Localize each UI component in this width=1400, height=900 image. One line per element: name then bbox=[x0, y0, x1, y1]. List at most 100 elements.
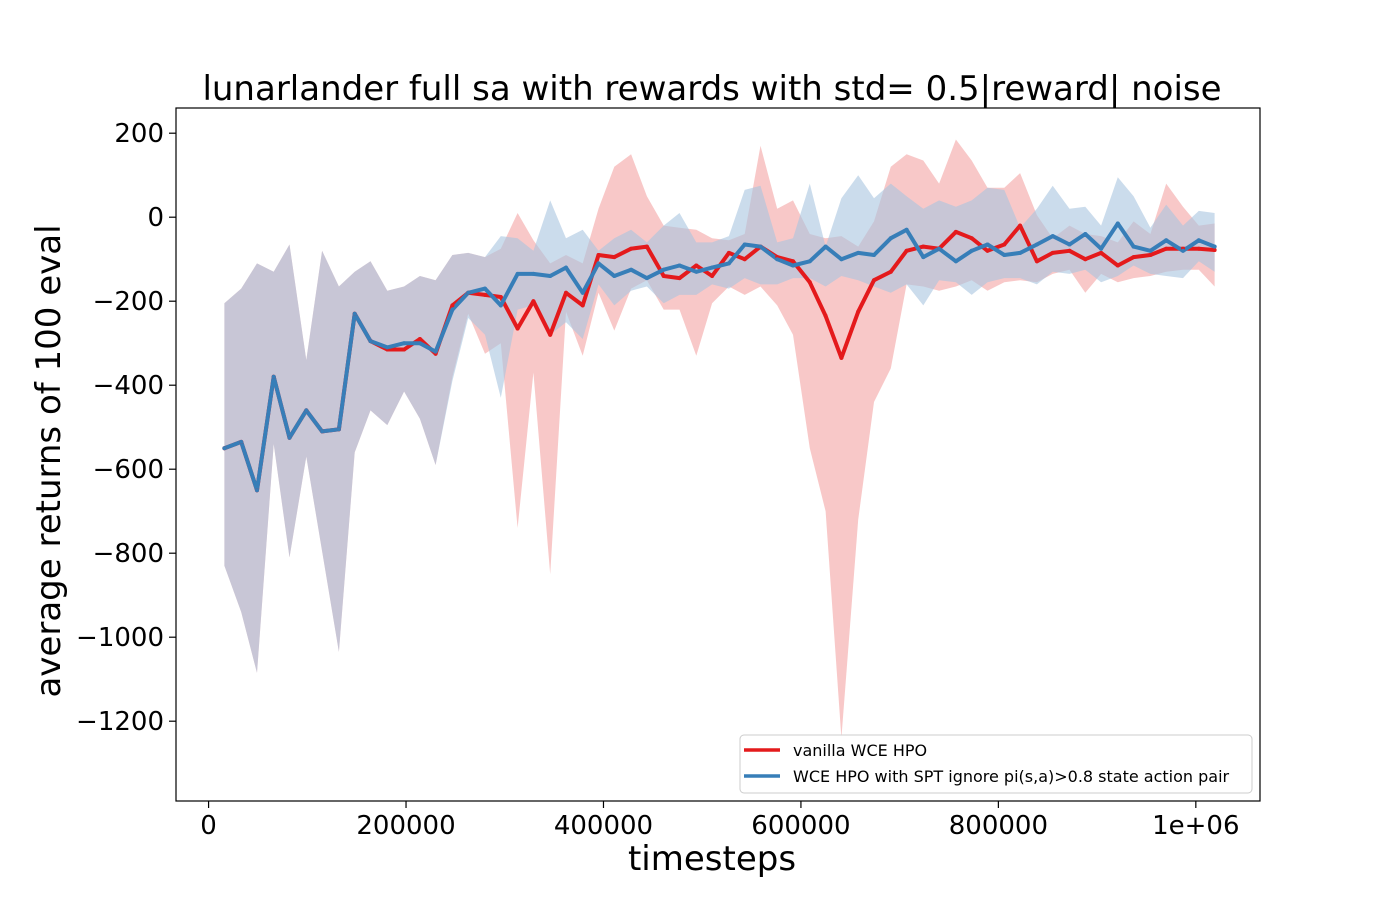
point-series-0-24 bbox=[612, 255, 617, 260]
confidence-bands bbox=[224, 139, 1215, 738]
point-series-1-47 bbox=[985, 242, 990, 247]
point-series-1-20 bbox=[548, 274, 553, 278]
point-series-0-38 bbox=[839, 355, 844, 360]
point-series-1-46 bbox=[969, 248, 974, 253]
y-axis-label: average returns of 100 eval bbox=[29, 224, 69, 697]
point-series-1-26 bbox=[644, 276, 649, 281]
point-series-1-14 bbox=[450, 307, 455, 312]
point-series-0-37 bbox=[823, 313, 828, 318]
y-tick-label: −800 bbox=[93, 539, 164, 569]
point-series-1-42 bbox=[904, 227, 909, 232]
point-series-1-54 bbox=[1099, 246, 1104, 251]
x-axis-label: timesteps bbox=[628, 839, 796, 879]
y-tick-label: 200 bbox=[114, 119, 164, 149]
point-series-1-15 bbox=[466, 290, 471, 295]
point-series-1-29 bbox=[694, 269, 699, 274]
point-series-1-33 bbox=[758, 244, 763, 249]
point-series-0-30 bbox=[710, 274, 715, 278]
x-tick-label: 0 bbox=[200, 811, 217, 841]
point-series-1-12 bbox=[417, 341, 422, 346]
point-series-0-43 bbox=[921, 244, 926, 249]
point-series-1-4 bbox=[287, 435, 292, 440]
point-series-0-25 bbox=[629, 246, 634, 251]
point-series-0-20 bbox=[548, 332, 553, 337]
point-series-1-49 bbox=[1018, 250, 1023, 255]
x-tick-label: 400000 bbox=[554, 811, 653, 841]
y-tick-label: −400 bbox=[93, 371, 164, 401]
point-series-1-58 bbox=[1164, 238, 1169, 243]
x-tick-label: 800000 bbox=[949, 811, 1048, 841]
y-tick-label: −1000 bbox=[76, 623, 164, 653]
legend: vanilla WCE HPO WCE HPO with SPT ignore … bbox=[739, 734, 1253, 794]
point-series-0-21 bbox=[564, 290, 568, 295]
point-series-1-23 bbox=[596, 261, 601, 266]
point-series-0-49 bbox=[1018, 223, 1023, 228]
point-series-1-39 bbox=[856, 250, 861, 255]
point-series-1-9 bbox=[368, 339, 373, 344]
point-series-1-56 bbox=[1131, 244, 1136, 249]
point-series-0-32 bbox=[742, 257, 747, 262]
point-series-1-53 bbox=[1083, 232, 1088, 236]
point-series-1-24 bbox=[612, 274, 617, 278]
band-series-1 bbox=[224, 175, 1215, 673]
point-series-1-7 bbox=[336, 427, 341, 432]
point-series-0-18 bbox=[515, 326, 520, 331]
point-series-0-50 bbox=[1034, 259, 1039, 264]
legend-entry-spt: WCE HPO with SPT ignore pi(s,a)>0.8 stat… bbox=[793, 767, 1230, 786]
point-series-1-43 bbox=[921, 255, 926, 260]
point-series-0-26 bbox=[644, 244, 649, 249]
point-series-1-2 bbox=[255, 488, 259, 493]
series-points bbox=[222, 221, 1217, 493]
point-series-0-58 bbox=[1164, 246, 1169, 251]
point-series-1-22 bbox=[580, 290, 585, 295]
point-series-1-59 bbox=[1181, 248, 1185, 253]
point-series-0-11 bbox=[402, 347, 407, 352]
y-tick-label: −600 bbox=[93, 455, 164, 485]
point-series-0-54 bbox=[1099, 250, 1104, 255]
point-series-1-35 bbox=[791, 263, 795, 268]
point-series-0-41 bbox=[888, 269, 893, 274]
point-series-0-22 bbox=[580, 303, 585, 308]
point-series-0-36 bbox=[807, 280, 812, 285]
chart-title: lunarlander full sa with rewards with st… bbox=[202, 69, 1221, 109]
point-series-1-48 bbox=[1002, 253, 1007, 257]
point-series-1-51 bbox=[1050, 234, 1055, 239]
point-series-0-51 bbox=[1050, 250, 1055, 255]
point-series-0-40 bbox=[872, 278, 876, 283]
point-series-1-3 bbox=[271, 374, 276, 379]
point-series-1-13 bbox=[433, 349, 438, 354]
point-series-1-11 bbox=[402, 341, 407, 346]
point-series-0-23 bbox=[596, 253, 601, 257]
point-series-1-55 bbox=[1115, 221, 1120, 226]
point-series-1-5 bbox=[304, 408, 309, 413]
point-series-0-52 bbox=[1067, 248, 1072, 253]
point-series-0-29 bbox=[694, 263, 699, 268]
point-series-1-37 bbox=[823, 244, 828, 249]
point-series-1-25 bbox=[629, 267, 634, 272]
point-series-1-45 bbox=[953, 259, 958, 264]
point-series-1-41 bbox=[888, 236, 893, 241]
x-tick-label: 200000 bbox=[356, 811, 455, 841]
point-series-0-60 bbox=[1196, 246, 1201, 251]
point-series-0-12 bbox=[417, 337, 422, 341]
point-series-1-52 bbox=[1067, 242, 1072, 247]
point-series-1-1 bbox=[239, 439, 244, 444]
point-series-0-57 bbox=[1148, 253, 1153, 257]
x-tick-label: 1e+06 bbox=[1152, 811, 1239, 841]
point-series-0-17 bbox=[498, 295, 503, 299]
point-series-1-0 bbox=[222, 446, 227, 451]
point-series-0-27 bbox=[661, 274, 666, 278]
point-series-1-6 bbox=[320, 429, 325, 434]
legend-entry-vanilla: vanilla WCE HPO bbox=[793, 741, 927, 760]
point-series-1-34 bbox=[775, 257, 780, 262]
point-series-1-57 bbox=[1148, 248, 1153, 253]
point-series-0-39 bbox=[856, 309, 861, 314]
legend-box bbox=[739, 734, 1253, 794]
point-series-1-27 bbox=[661, 267, 666, 272]
point-series-0-19 bbox=[531, 299, 536, 304]
point-series-0-35 bbox=[791, 259, 795, 264]
point-series-0-45 bbox=[953, 229, 958, 234]
x-axis-ticks: 0 200000 400000 600000 800000 1e+06 bbox=[200, 801, 1240, 841]
plot-area-frame bbox=[175, 107, 1261, 802]
